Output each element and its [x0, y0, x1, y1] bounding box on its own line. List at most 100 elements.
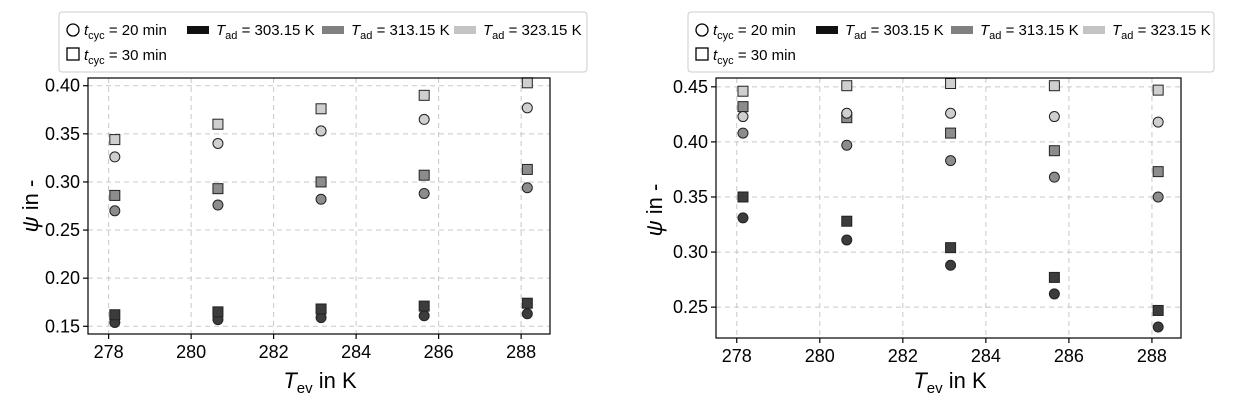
y-tick-label: 0.25: [45, 220, 80, 240]
data-point-square: [1152, 84, 1164, 96]
x-tick-label: 284: [971, 346, 1001, 366]
data-point-circle: [212, 137, 224, 149]
x-tick-label: 286: [1054, 346, 1084, 366]
data-point-square: [945, 78, 957, 90]
data-point-circle: [1152, 321, 1164, 333]
legend-entry-t323: Tad = 323.15 K: [483, 22, 582, 42]
data-point-circle: [418, 187, 430, 199]
data-point-square: [212, 183, 224, 195]
data-point-square: [841, 80, 853, 92]
x-tick-label: 280: [176, 342, 206, 362]
legend-circle-marker-icon: [66, 23, 80, 37]
axis-ticks: 278 280 282 284 286 288 0.15 0.20 0.25 0.30 0.35 0.…: [45, 76, 536, 362]
y-tick-label: 0.35: [673, 187, 708, 207]
data-points: [109, 77, 533, 328]
data-point-square: [109, 134, 121, 146]
data-point-square: [1048, 80, 1060, 92]
data-point-circle: [1152, 191, 1164, 203]
data-point-circle: [1048, 288, 1060, 300]
data-point-square: [109, 189, 121, 201]
data-point-circle: [418, 113, 430, 125]
x-tick-label: 280: [805, 346, 835, 366]
data-point-circle: [1048, 111, 1060, 123]
y-axis-title: ψ in -: [642, 184, 667, 237]
data-point-circle: [1048, 171, 1060, 183]
legend-entry-t303: Tad = 303.15 K: [845, 22, 944, 42]
y-tick-label: 0.30: [673, 242, 708, 262]
data-point-square: [315, 303, 327, 315]
data-point-circle: [841, 234, 853, 246]
data-point-square: [737, 191, 749, 203]
data-point-circle: [1152, 116, 1164, 128]
data-point-circle: [841, 139, 853, 151]
data-point-circle: [737, 111, 749, 123]
legend-entry-t323: Tad = 323.15 K: [1112, 22, 1211, 42]
data-point-circle: [418, 310, 430, 322]
data-point-circle: [737, 212, 749, 224]
data-point-circle: [841, 107, 853, 119]
x-tick-label: 278: [94, 342, 124, 362]
x-tick-label: 282: [888, 346, 918, 366]
data-point-square: [1152, 304, 1164, 316]
y-tick-label: 0.40: [673, 132, 708, 152]
legend-entry-t313: Tad = 313.15 K: [980, 22, 1079, 42]
chart-right: tcyc = 20 min Tad = 303.15 K Tad = 313.1…: [642, 11, 1215, 397]
legend-right: tcyc = 20 min Tad = 303.15 K Tad = 313.1…: [687, 11, 1215, 73]
x-tick-label: 282: [259, 342, 289, 362]
data-point-square: [737, 101, 749, 113]
axis-ticks: 278 280 282 284 286 288 0.25 0.30 0.35 0.40 0.45: [673, 77, 1167, 366]
data-point-square: [418, 300, 430, 312]
legend-circle-marker-icon: [695, 23, 709, 37]
legend-entry-t313: Tad = 313.15 K: [351, 22, 450, 42]
data-points: [737, 78, 1164, 333]
y-tick-label: 0.45: [673, 77, 708, 97]
data-point-square: [418, 89, 430, 101]
data-point-circle: [737, 127, 749, 139]
legend-entry-cyc30: tcyc = 30 min: [713, 47, 796, 67]
data-point-circle: [521, 102, 533, 114]
data-point-square: [1152, 166, 1164, 178]
data-point-circle: [945, 107, 957, 119]
y-tick-label: 0.40: [45, 76, 80, 96]
chart-left: tcyc = 20 min Tad = 303.15 K Tad = 313.1…: [18, 11, 588, 397]
data-point-square: [841, 215, 853, 227]
data-point-circle: [315, 125, 327, 137]
grid: [716, 78, 1181, 338]
data-point-square: [315, 103, 327, 115]
legend-entry-cyc20: tcyc = 20 min: [84, 22, 167, 42]
data-point-square: [945, 242, 957, 254]
legend-swatch-t303: [816, 26, 838, 34]
legend-swatch-t323: [1083, 26, 1105, 34]
data-point-square: [418, 169, 430, 181]
data-point-square: [521, 297, 533, 309]
data-point-square: [521, 163, 533, 175]
data-point-circle: [945, 155, 957, 167]
y-tick-label: 0.20: [45, 268, 80, 288]
data-point-square: [737, 85, 749, 97]
data-point-circle: [109, 151, 121, 163]
y-tick-label: 0.25: [673, 297, 708, 317]
data-point-circle: [945, 259, 957, 271]
x-tick-label: 278: [722, 346, 752, 366]
data-point-square: [1048, 271, 1060, 283]
y-tick-label: 0.15: [45, 316, 80, 336]
legend-square-marker-icon: [695, 47, 709, 61]
data-point-circle: [521, 308, 533, 320]
data-point-square: [109, 309, 121, 321]
y-axis-title: ψ in -: [18, 180, 43, 233]
legend-swatch-t323: [454, 26, 476, 34]
x-tick-label: 288: [506, 342, 536, 362]
y-tick-label: 0.35: [45, 124, 80, 144]
data-point-square: [521, 77, 533, 89]
plot-frame: [715, 77, 1182, 339]
x-tick-label: 286: [424, 342, 454, 362]
data-point-square: [212, 118, 224, 130]
x-axis-title: Tev in K: [913, 368, 987, 397]
legend-entry-t303: Tad = 303.15 K: [216, 22, 315, 42]
data-point-square: [945, 127, 957, 139]
legend-entry-cyc20: tcyc = 20 min: [713, 22, 796, 42]
data-point-square: [212, 306, 224, 318]
data-point-circle: [109, 205, 121, 217]
data-point-square: [315, 176, 327, 188]
